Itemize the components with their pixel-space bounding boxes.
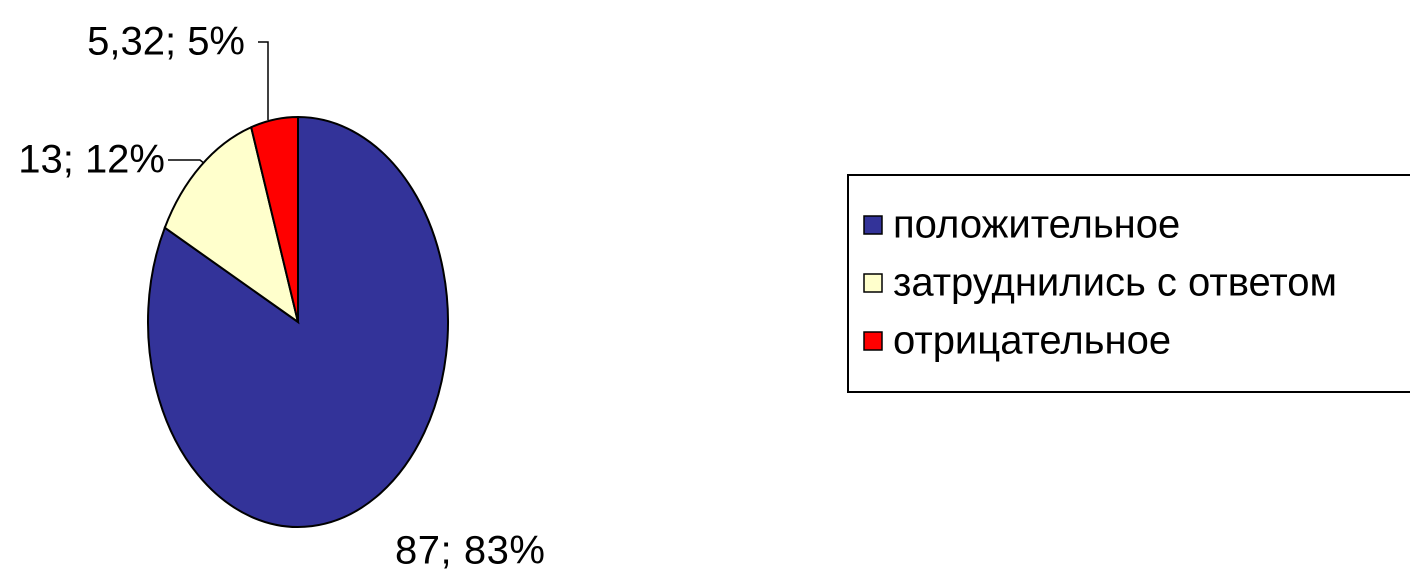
legend-box [847, 174, 1410, 393]
legend-label: затруднились с ответом [893, 261, 1337, 305]
data-label: 5,32; 5% [87, 20, 245, 64]
data-label: 13; 12% [18, 138, 165, 182]
leader-line [258, 41, 269, 120]
legend-swatch [863, 273, 883, 293]
leader-line [168, 159, 206, 165]
pie-slice [163, 125, 300, 325]
pie-slice [250, 115, 299, 323]
legend-swatch [863, 215, 883, 235]
legend-label: отрицательное [893, 319, 1171, 363]
legend-swatch [863, 331, 883, 351]
legend-label: положительное [893, 203, 1180, 247]
data-label: 87; 83% [395, 529, 545, 573]
